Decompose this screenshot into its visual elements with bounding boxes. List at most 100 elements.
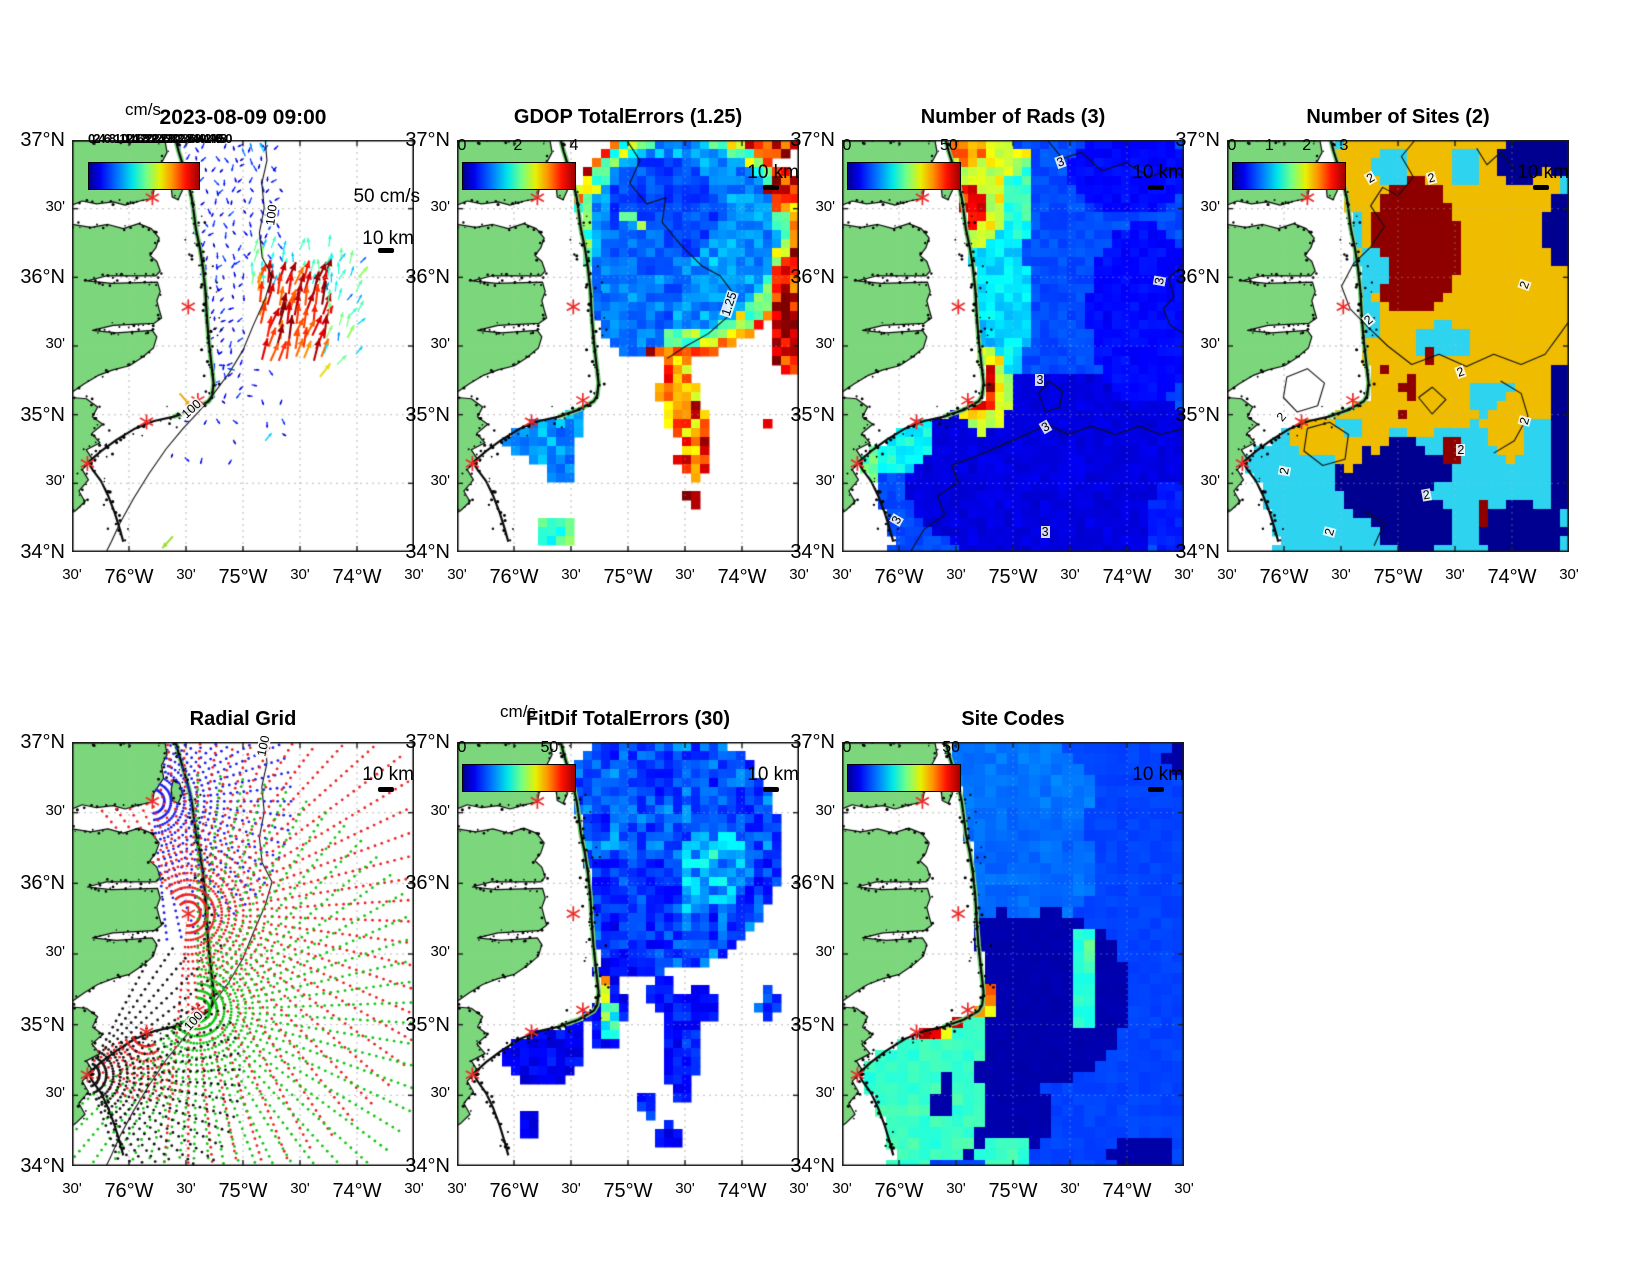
axis-tick-label-x: 30'	[1060, 1180, 1080, 1197]
map-canvas-gdop-total-errors	[457, 140, 799, 552]
axis-tick-label-y: 30'	[1200, 472, 1220, 490]
axis-tick-label-y: 37°N	[790, 731, 835, 753]
axis-tick-label-x: 74°W	[1102, 566, 1152, 588]
axis-tick-label-x: 30'	[447, 566, 467, 583]
axis-tick-label-x: 30'	[1217, 566, 1237, 583]
axis-tick-label-x: 76°W	[104, 566, 154, 588]
axis-tick-label-x: 75°W	[218, 566, 268, 588]
distance-scale-label: 10 km	[1517, 162, 1569, 183]
colorbar-tick: 36	[181, 131, 197, 146]
axis-tick-label-x: 76°W	[1259, 566, 1309, 588]
axis-tick-label-y: 34°N	[20, 1155, 65, 1177]
axis-tick-label-y: 30'	[430, 472, 450, 490]
map-canvas-number-of-rads	[842, 140, 1184, 552]
distance-scale-bar	[1148, 787, 1164, 792]
axis-tick-label-y: 37°N	[20, 731, 65, 753]
axis-tick-label-y: 30'	[45, 943, 65, 960]
axis-tick-label-x: 30'	[404, 1180, 424, 1197]
distance-scale-label: 10 km	[362, 764, 414, 785]
panel-title: Number of Rads (3)	[920, 106, 1106, 128]
axis-tick-label-y: 35°N	[790, 403, 835, 426]
panel-title: Site Codes	[961, 708, 1065, 730]
colorbar-tick: 32	[171, 131, 186, 146]
colorbar	[1232, 162, 1346, 190]
colorbar-tick: 8	[108, 131, 117, 146]
axis-tick-label-x: 75°W	[218, 1180, 268, 1202]
axis-tick-label-x: 30'	[675, 566, 695, 583]
axis-tick-label-y: 34°N	[20, 541, 65, 563]
axis-tick-label-y: 34°N	[405, 1155, 450, 1177]
colorbar-tick: 42	[197, 131, 212, 146]
axis-tick-label-x: 75°W	[603, 1180, 653, 1202]
colorbar-tick: 0	[842, 739, 852, 756]
axis-tick-label-y: 36°N	[1175, 266, 1220, 289]
axis-tick-label-x: 30'	[404, 566, 424, 583]
colorbar-tick: 46	[207, 131, 223, 146]
velocity-scale-label: 50 cm/s	[353, 186, 420, 207]
axis-tick-label-y: 30'	[430, 1084, 450, 1102]
axis-tick-label-x: 76°W	[104, 1180, 154, 1202]
colorbar-tick: 16	[129, 131, 145, 146]
colorbar-tick: 22	[145, 131, 160, 146]
colorbar-tick: 6	[103, 131, 111, 146]
colorbar-tick: 12	[119, 131, 134, 146]
colorbar	[847, 162, 961, 190]
axis-tick-label-y: 30'	[45, 197, 65, 215]
distance-scale-bar	[1533, 185, 1549, 190]
axis-tick-label-x: 30'	[1445, 566, 1465, 583]
contour-label: 2	[1456, 443, 1466, 458]
axis-tick-label-y: 30'	[815, 943, 835, 960]
panel-title: GDOP TotalErrors (1.25)	[513, 106, 743, 128]
distance-scale-bar	[378, 787, 394, 792]
axis-tick-label-x: 30'	[832, 1180, 852, 1197]
axis-tick-label-y: 30'	[45, 1084, 65, 1102]
unit-label: cm/s	[500, 702, 536, 721]
distance-scale-bar	[378, 248, 394, 253]
colorbar-tick: 0	[1227, 137, 1237, 154]
axis-tick-label-y: 30'	[430, 801, 450, 819]
distance-scale-label: 10 km	[747, 764, 799, 785]
axis-tick-label-y: 30'	[815, 335, 835, 352]
axis-tick-label-x: 75°W	[1373, 566, 1423, 588]
axis-tick-label-y: 30'	[1200, 335, 1220, 352]
colorbar-tick: 48	[212, 131, 228, 146]
axis-tick-label-x: 30'	[1174, 566, 1194, 583]
axis-tick-label-x: 30'	[176, 1180, 196, 1197]
colorbar-tick: 40	[192, 131, 207, 146]
axis-tick-label-x: 75°W	[603, 566, 653, 588]
map-canvas-number-of-sites	[1227, 140, 1569, 552]
colorbar-tick: 14	[124, 131, 139, 146]
distance-scale-label: 10 km	[362, 228, 414, 249]
axis-tick-label-y: 30'	[45, 801, 65, 819]
contour-label: 2	[1277, 465, 1293, 477]
panel-number-of-rads: Number of Rads (3) 0 50 10 km 37°N 30' 36°N 30'…	[777, 98, 1264, 622]
axis-tick-label-y: 37°N	[790, 129, 835, 151]
axis-tick-label-x: 74°W	[332, 566, 382, 588]
axis-tick-label-y: 36°N	[405, 872, 450, 895]
axis-tick-label-y: 30'	[815, 1084, 835, 1102]
axis-tick-label-x: 30'	[176, 566, 196, 583]
axis-tick-label-y: 30'	[45, 335, 65, 352]
axis-tick-label-x: 30'	[789, 566, 809, 583]
axis-tick-label-y: 36°N	[20, 266, 65, 289]
colorbar	[462, 162, 576, 190]
axis-tick-label-x: 74°W	[1102, 1180, 1152, 1202]
map-canvas-radial-grid	[72, 742, 414, 1166]
axis-tick-label-y: 30'	[45, 472, 65, 490]
axis-tick-label-x: 76°W	[874, 566, 924, 588]
axis-tick-label-y: 30'	[430, 197, 450, 215]
axis-tick-label-y: 30'	[1200, 197, 1220, 215]
colorbar-tick: 44	[202, 131, 217, 146]
axis-tick-label-y: 36°N	[405, 266, 450, 289]
colorbar-tick: 0	[842, 137, 852, 154]
panel-gdop-total-errors: GDOP TotalErrors (1.25) 0 2 4 10 km 37°N 30' 36…	[392, 98, 879, 622]
axis-tick-label-y: 30'	[815, 197, 835, 215]
map-canvas-surface-currents	[72, 140, 414, 552]
axis-tick-label-x: 30'	[447, 1180, 467, 1197]
colorbar-tick: 20	[140, 131, 155, 146]
colorbar-tick: 0	[457, 739, 467, 756]
axis-tick-label-x: 30'	[832, 566, 852, 583]
axis-tick-label-y: 37°N	[20, 129, 65, 151]
axis-tick-label-y: 37°N	[405, 731, 450, 753]
axis-tick-label-x: 74°W	[717, 1180, 767, 1202]
